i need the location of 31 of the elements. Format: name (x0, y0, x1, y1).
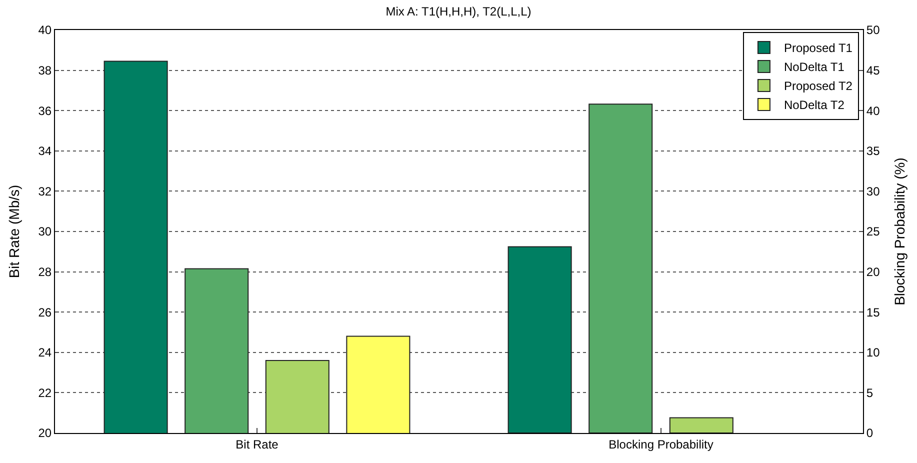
y2-tick-label: 25 (866, 224, 880, 239)
y-tick-label: 36 (38, 104, 52, 118)
y-tick-label: 40 (38, 23, 52, 38)
legend-label: Proposed T2 (784, 79, 853, 94)
y-tick-label: 38 (38, 64, 52, 78)
legend-label: Proposed T1 (784, 41, 853, 56)
y2-tick-label: 35 (866, 144, 880, 158)
y2-tick-label: 0 (866, 426, 874, 440)
legend-label: NoDelta T1 (784, 60, 845, 74)
y2-tick-label: 20 (866, 265, 880, 279)
y-tick-label: 26 (38, 305, 52, 320)
y2-tick-label: 5 (866, 386, 874, 400)
y-tick-label: 34 (38, 144, 52, 158)
chart-title: Mix A: T1(H,H,H), T2(L,L,L) (386, 4, 532, 18)
y-tick-label: 30 (38, 224, 52, 239)
y-tick-label: 28 (38, 265, 52, 279)
y2-tick-label: 30 (866, 184, 880, 198)
y2-tick-label: 40 (866, 104, 880, 118)
y-tick-label: 20 (38, 426, 52, 440)
x-tick-label: Blocking Probability (608, 437, 714, 452)
y2-tick-label: 15 (866, 305, 880, 320)
y2-tick-label: 45 (866, 64, 880, 78)
y2-tick-label: 50 (866, 23, 880, 38)
y-axis-title: Bit Rate (Mb/s) (6, 184, 22, 278)
x-tick-label: Bit Rate (236, 437, 279, 452)
y2-tick-label: 10 (866, 346, 880, 360)
y-tick-label: 24 (38, 346, 52, 360)
legend-label: NoDelta T2 (784, 98, 845, 112)
y-tick-label: 22 (38, 386, 52, 400)
y2-axis-title: Blocking Probability (%) (891, 158, 908, 306)
y-tick-label: 32 (38, 184, 52, 198)
